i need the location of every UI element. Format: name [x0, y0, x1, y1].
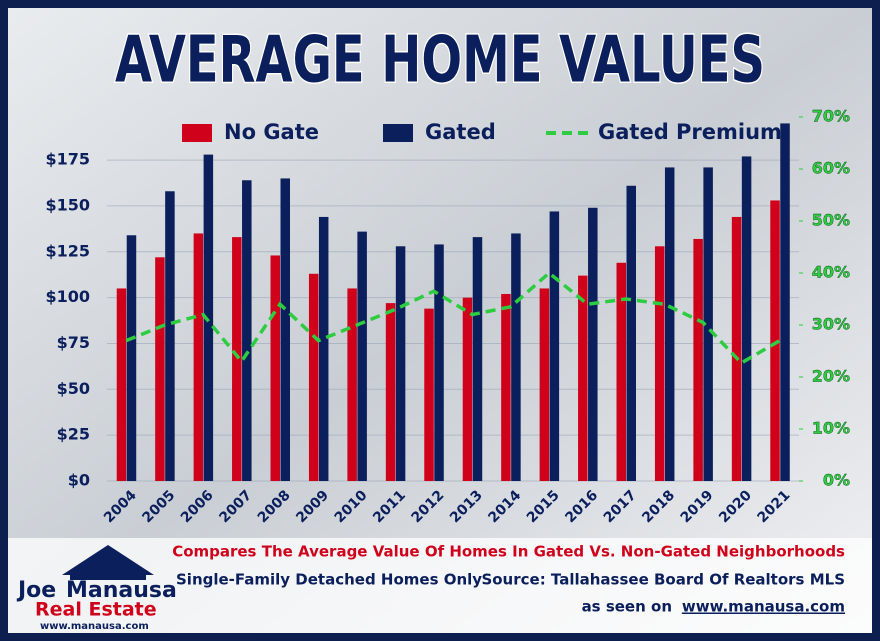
- bar: [511, 233, 521, 481]
- bar: [626, 185, 636, 481]
- bar: [693, 238, 703, 481]
- bar: [203, 154, 214, 482]
- seen-on: as seen on: [582, 598, 672, 616]
- bar: [232, 237, 242, 481]
- chart-title: AVERAGE HOME VALUES: [115, 24, 765, 98]
- line: [125, 270, 781, 366]
- bar: [155, 257, 165, 481]
- bar: [270, 255, 280, 481]
- bar: [357, 231, 367, 481]
- bar: [193, 233, 204, 481]
- bar: [780, 123, 790, 481]
- bar: [472, 237, 483, 481]
- y2-tick-label: 20%: [812, 367, 850, 386]
- source: Source: Tallahassee Board Of Realtors ML…: [481, 571, 845, 589]
- y-tick-label: $50: [57, 379, 90, 398]
- bar: [731, 216, 742, 481]
- logo-last: Manausa: [66, 578, 177, 603]
- bar: [395, 246, 406, 481]
- bar: [616, 262, 626, 481]
- legend-label: Gated Premium: [598, 120, 782, 144]
- subtitle: Compares The Average Value Of Homes In G…: [172, 543, 845, 561]
- bar: [741, 156, 752, 481]
- bar: [578, 275, 588, 481]
- y2-tick-label: 30%: [812, 315, 850, 334]
- bar: [318, 216, 329, 481]
- bar: [539, 288, 550, 481]
- bar: [588, 207, 598, 481]
- y-tick-label: $75: [57, 333, 90, 352]
- bar: [424, 308, 434, 481]
- logo-first: Joe: [16, 578, 56, 603]
- y2-tick-label: 70%: [812, 107, 850, 126]
- bar: [501, 293, 511, 481]
- bar: [770, 200, 780, 481]
- y-tick-label: $125: [45, 241, 90, 260]
- legend-marker: [383, 124, 413, 142]
- bar: [242, 180, 252, 482]
- y-tick-label: $150: [45, 195, 90, 214]
- y2-tick-label: 60%: [812, 159, 850, 178]
- legend-label: Gated: [425, 120, 496, 144]
- legend: No Gate Gated Gated Premium: [182, 120, 782, 144]
- y-tick-label: $0: [68, 471, 90, 490]
- bar: [654, 246, 665, 481]
- url: www.manausa.com: [682, 598, 845, 616]
- logo-url: www.manausa.com: [40, 621, 149, 632]
- y-tick-label: $100: [45, 287, 90, 306]
- y2-tick-label: 0%: [823, 471, 850, 490]
- bar: [385, 303, 396, 481]
- y-tick-label: $175: [45, 150, 90, 169]
- y2-tick-label: 40%: [812, 263, 850, 282]
- bar: [126, 235, 137, 481]
- bar: [462, 297, 473, 481]
- bar: [347, 288, 357, 481]
- legend-label: No Gate: [224, 120, 319, 144]
- logo-tagline: Real Estate: [35, 599, 157, 621]
- bar: [308, 273, 319, 481]
- note: Single-Family Detached Homes Only: [176, 571, 482, 589]
- bar: [434, 244, 444, 481]
- y-tick-label: $25: [57, 425, 90, 444]
- bar: [549, 211, 560, 481]
- y2-tick-label: 50%: [812, 211, 850, 230]
- legend-marker: [182, 124, 212, 142]
- bar: [664, 167, 675, 481]
- y2-tick-label: 10%: [812, 419, 850, 438]
- logo-house: [62, 545, 154, 580]
- bar: [165, 191, 175, 481]
- bar: [116, 288, 127, 481]
- bar: [280, 178, 290, 481]
- footer-panel: [8, 538, 872, 633]
- bar: [703, 167, 713, 481]
